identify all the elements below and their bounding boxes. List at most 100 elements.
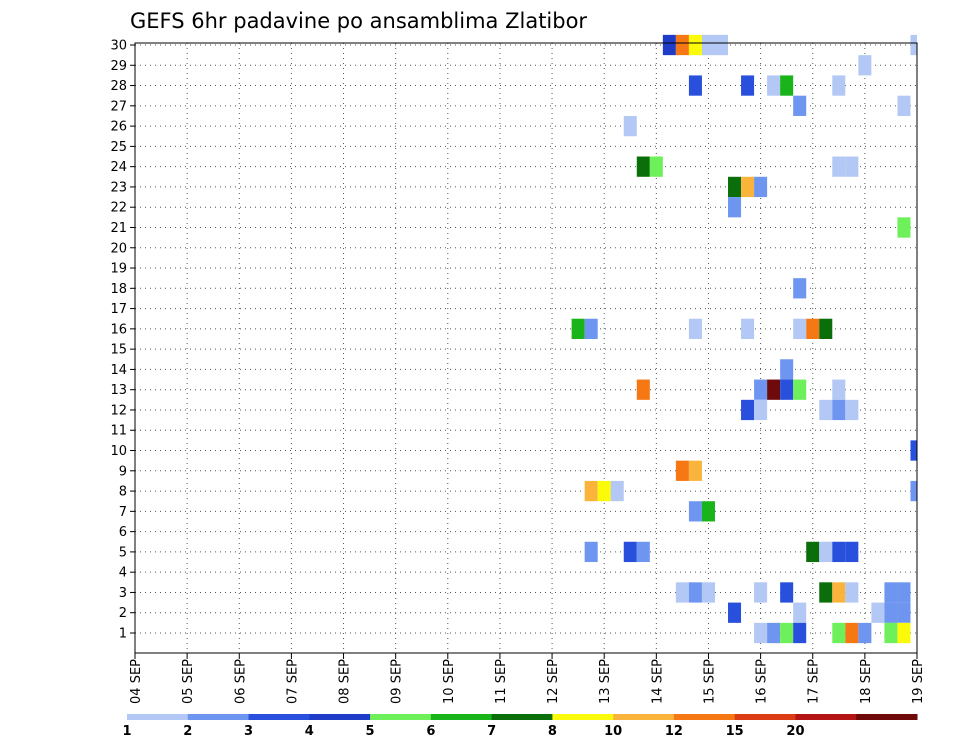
precip-cell [741, 75, 755, 96]
colorbar-segment [856, 714, 918, 720]
colorbar-tick-label: 12 [665, 724, 683, 739]
precip-cell [623, 541, 637, 563]
precip-cell [754, 379, 768, 400]
precip-cell [819, 399, 833, 421]
x-tick-label: 04 SEP [129, 659, 144, 704]
precip-cell [845, 399, 859, 421]
x-tick-label: 17 SEP [807, 659, 822, 704]
colorbar-tick-label: 3 [244, 724, 253, 739]
colorbar-tick-label: 10 [604, 724, 622, 739]
colorbar-segment [248, 714, 310, 720]
precip-cell [728, 176, 742, 198]
y-tick-label: 20 [110, 241, 127, 256]
precip-cell [897, 622, 911, 644]
precip-cell [910, 34, 917, 56]
precip-cell [832, 75, 846, 96]
precip-cell [688, 582, 702, 603]
colorbar-segment [187, 714, 250, 720]
precip-cell [688, 501, 702, 522]
precip-cell [845, 156, 859, 177]
precip-cell [754, 622, 768, 644]
x-tick-label: 06 SEP [233, 659, 248, 704]
precip-cell [819, 318, 833, 339]
precip-cell [793, 602, 807, 623]
precip-cell [832, 379, 846, 400]
precip-cell [636, 156, 650, 177]
colorbar-tick-label: 7 [487, 724, 496, 739]
colorbar-segment [309, 714, 371, 720]
precip-cell [858, 55, 872, 76]
y-tick-label: 25 [110, 140, 127, 155]
y-tick-label: 19 [110, 262, 127, 277]
colorbar-segment [552, 714, 614, 720]
colorbar-segment [430, 714, 493, 720]
precip-cell [688, 460, 702, 481]
precip-cell [728, 197, 742, 218]
precip-cell [884, 622, 898, 644]
y-tick-label: 3 [119, 586, 127, 601]
precip-cell [741, 399, 755, 421]
precip-cell [819, 541, 833, 563]
colorbar-tick-label: 4 [305, 724, 314, 739]
colorbar-segment [613, 714, 675, 720]
precip-cell [780, 379, 794, 400]
precip-cell [910, 440, 917, 461]
y-tick-label: 28 [110, 79, 127, 94]
y-tick-label: 8 [119, 485, 127, 500]
precip-cell [793, 318, 807, 339]
y-tick-label: 16 [110, 322, 127, 337]
precip-cell [741, 318, 755, 339]
precip-cell [584, 541, 598, 563]
precip-cell [688, 318, 702, 339]
x-tick-label: 13 SEP [598, 659, 613, 704]
colorbar-tick-label: 5 [366, 724, 375, 739]
y-tick-label: 12 [110, 403, 127, 418]
precip-cell [754, 399, 768, 421]
grid-lines [134, 43, 918, 653]
y-tick-label: 11 [110, 424, 127, 439]
precip-cell [780, 75, 794, 96]
y-tick-label: 29 [110, 59, 127, 74]
precip-cell [597, 480, 611, 502]
colorbar-tick-label: 2 [183, 724, 192, 739]
colorbar-tick-label: 8 [548, 724, 557, 739]
precip-cell [584, 318, 598, 339]
precip-cell [701, 582, 715, 603]
precip-cell [845, 582, 859, 603]
precip-cell [767, 622, 781, 644]
y-tick-label: 13 [110, 383, 127, 398]
precip-cell [584, 480, 598, 502]
precip-cell [623, 115, 637, 137]
x-axis: 04 SEP 05 SEP 06 SEP 07 SEP 08 SEP 09 SEP 10 S… [129, 653, 926, 704]
y-tick-label: 21 [110, 221, 127, 236]
precip-cell [610, 480, 624, 502]
x-tick-label: 07 SEP [285, 659, 300, 704]
y-tick-label: 23 [110, 180, 127, 195]
precip-cell [754, 582, 768, 603]
x-tick-label: 15 SEP [702, 659, 717, 704]
y-tick-label: 7 [119, 505, 127, 520]
precip-cell [675, 34, 689, 56]
y-tick-label: 22 [110, 201, 127, 216]
precip-cell [793, 622, 807, 644]
precip-cell [701, 34, 715, 56]
x-tick-label: 08 SEP [338, 659, 353, 704]
x-tick-label: 18 SEP [859, 659, 874, 704]
chart-title: GEFS 6hr padavine po ansamblima Zlatibor [130, 9, 587, 33]
precip-cell [897, 602, 911, 623]
y-tick-label: 1 [119, 627, 127, 642]
y-tick-label: 24 [110, 160, 127, 175]
data-cells [571, 34, 917, 644]
precip-cell [767, 75, 781, 96]
precip-cell [871, 602, 885, 623]
precip-cell [754, 176, 768, 198]
y-tick-label: 18 [110, 282, 127, 297]
colorbar-segment [491, 714, 553, 720]
precip-cell [780, 582, 794, 603]
precip-cell [806, 541, 820, 563]
x-tick-label: 19 SEP [911, 659, 926, 704]
y-tick-label: 27 [110, 99, 127, 114]
x-tick-label: 14 SEP [650, 659, 665, 704]
precip-cell [636, 541, 650, 563]
